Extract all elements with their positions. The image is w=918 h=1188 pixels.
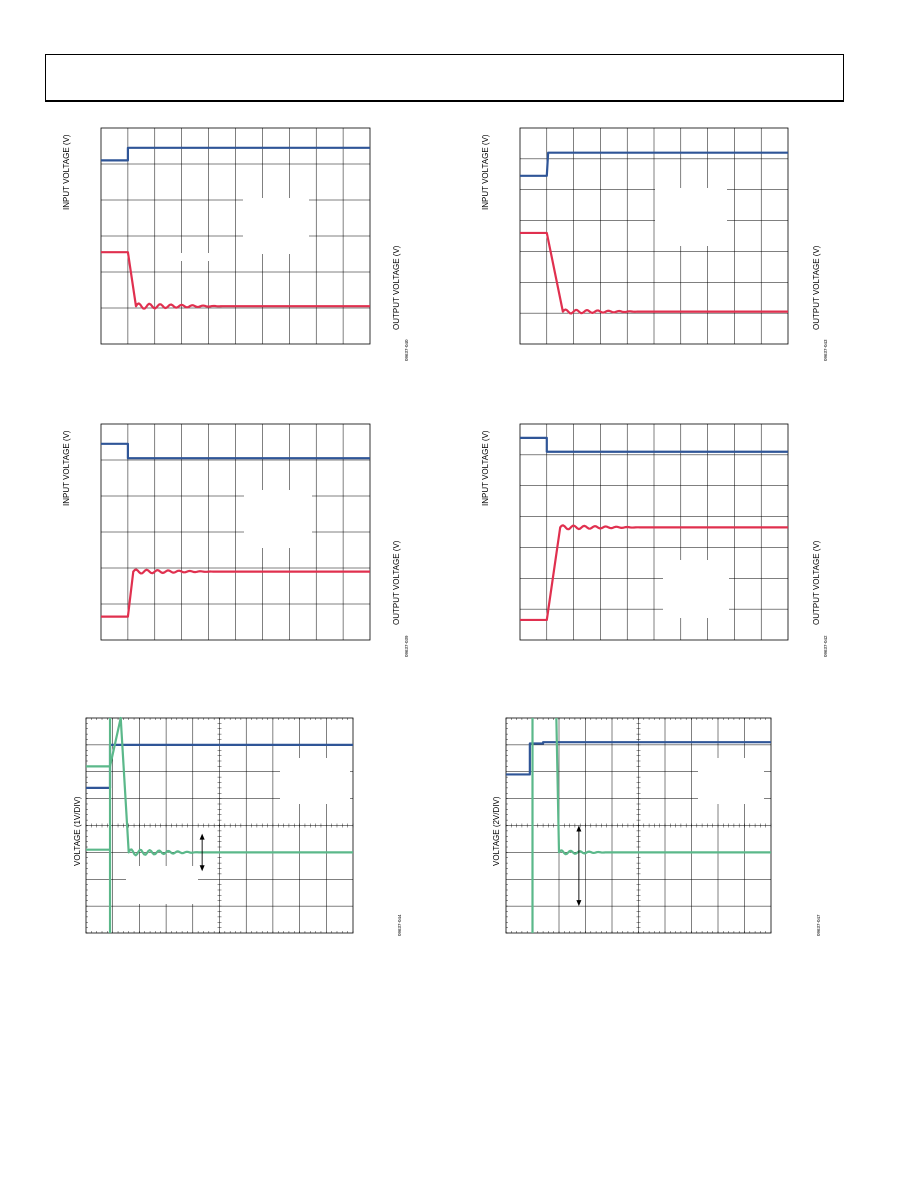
arrow-head-up [576,825,582,832]
arrow-head-down [576,900,582,907]
figure-2: INPUT VOLTAGE (V) OUTPUT VOLTAGE (V) 096… [481,127,828,361]
fig3-ylabel-right: OUTPUT VOLTAGE (V) [392,540,401,625]
fig4-series-1-blue [520,436,788,453]
fig3-plot [100,423,371,641]
fig2-ylabel-left: INPUT VOLTAGE (V) [481,134,490,210]
fig4-ylabel-right: OUTPUT VOLTAGE (V) [812,540,821,625]
fig4-plot [519,423,789,641]
fig4-series-2-red [520,524,788,622]
fig3-series-1-blue [101,442,370,460]
fig4-ylabel-left: INPUT VOLTAGE (V) [481,430,490,506]
fig6-plot [505,717,772,934]
fig1-series-2-red [101,251,370,310]
fig1-ylabel-right: OUTPUT VOLTAGE (V) [392,245,401,330]
fig2-plot [519,127,789,345]
fig6-series-3-green [555,717,771,856]
fig3-figure-code: 09637-039 [404,635,409,657]
figure-4: INPUT VOLTAGE (V) OUTPUT VOLTAGE (V) 096… [481,423,828,657]
fig5-ylabel-left: VOLTAGE (1V/DIV) [73,796,82,866]
arrow-head-up [199,833,205,840]
fig6-series-1-blue [506,741,771,776]
fig1-plot [100,127,371,345]
blank-area [655,188,727,246]
fig2-series-2-red [520,231,788,315]
fig1-ylabel-left: INPUT VOLTAGE (V) [62,134,71,210]
fig2-ylabel-right: OUTPUT VOLTAGE (V) [812,245,821,330]
figure-1: INPUT VOLTAGE (V) OUTPUT VOLTAGE (V) 096… [62,127,409,361]
fig5-series-3-green [86,716,353,857]
blank-area [243,198,309,254]
blank-area [280,758,350,804]
fig3-series-2-red [101,568,370,618]
fig1-series-1-blue [101,146,370,162]
figure-3: INPUT VOLTAGE (V) OUTPUT VOLTAGE (V) 096… [62,423,409,657]
fig6-ylabel-left: VOLTAGE (2V/DIV) [492,796,501,866]
fig2-series-1-blue [520,151,788,177]
fig3-ylabel-left: INPUT VOLTAGE (V) [62,430,71,506]
fig1-figure-code: 09637-040 [404,339,409,361]
blank-area [126,866,198,904]
fig5-plot [85,716,354,934]
fig5-figure-code: 09637-044 [397,914,402,936]
figure-5: VOLTAGE (1V/DIV) 09637-044 [73,716,402,936]
arrow-head-down [199,865,205,872]
blank-area [698,758,764,804]
figure-6: VOLTAGE (2V/DIV) 09637-047 [492,717,821,936]
fig4-figure-code: 09637-042 [823,635,828,657]
fig6-figure-code: 09637-047 [816,914,821,936]
blank-area [180,253,212,261]
fig2-figure-code: 09637-043 [823,339,828,361]
blank-area [244,490,312,548]
page-header-box [45,54,844,102]
blank-area [663,560,729,618]
